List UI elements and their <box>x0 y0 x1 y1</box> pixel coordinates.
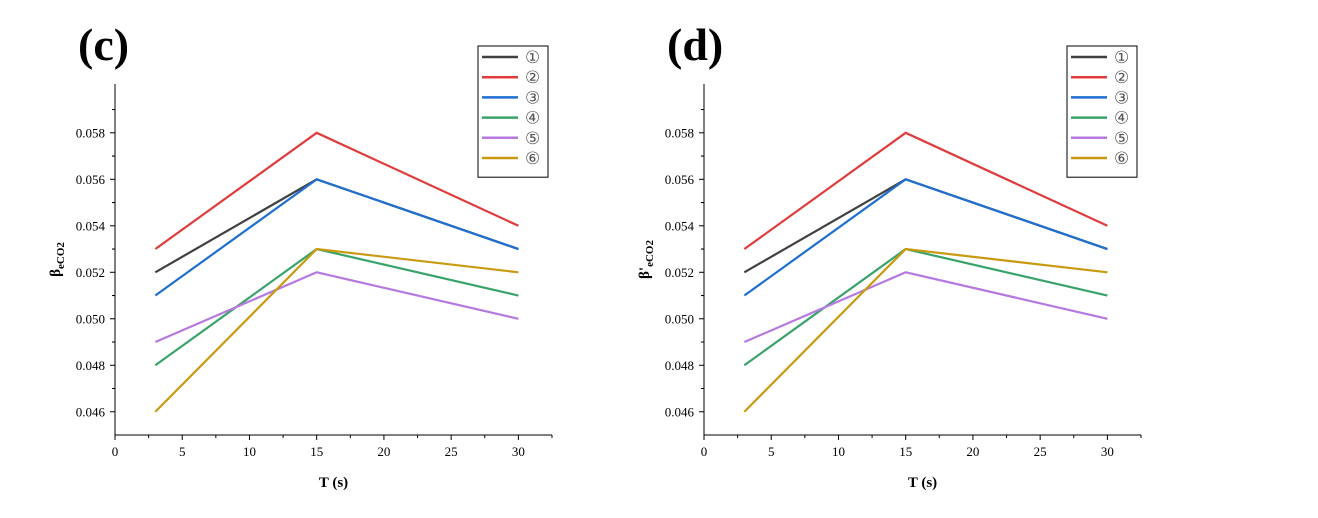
legend-label: ⑤ <box>1114 129 1129 148</box>
y-tick-label: 0.058 <box>665 125 694 140</box>
legend-label: ① <box>1114 48 1129 67</box>
legend-label: ② <box>525 68 540 87</box>
x-tick-label: 25 <box>445 444 458 459</box>
y-axis-title: βeCO2 <box>48 242 67 277</box>
chart-panel-1: (c) 0 5 10 15 20 25 30 0.046 0.048 0.050 0.052 0.054… <box>48 19 553 491</box>
legend-label: ⑥ <box>525 149 540 168</box>
x-tick-label: 10 <box>243 444 256 459</box>
series-line-5 <box>743 271 1108 344</box>
legend-label: ③ <box>1114 88 1129 107</box>
series-line-6 <box>154 247 519 413</box>
legend: ①②③ ④⑤⑥ <box>477 45 549 178</box>
panel-label: (d) <box>667 19 723 70</box>
legend-label: ⑤ <box>525 129 540 148</box>
y-axis-title-main: β <box>48 269 64 277</box>
legend: ①②③ ④⑤⑥ <box>1066 45 1138 178</box>
legend-label: ③ <box>525 88 540 107</box>
x-tick-label: 25 <box>1034 444 1047 459</box>
y-axis-title: β'eCO2 <box>637 240 656 279</box>
legend-box <box>477 45 549 178</box>
series-line-1 <box>743 178 1108 274</box>
legend-label: ② <box>1114 68 1129 87</box>
x-tick-label: 20 <box>966 444 979 459</box>
y-axis-title-subscript: eCO2 <box>644 240 656 267</box>
series-line-2 <box>154 131 519 250</box>
y-tick-label: 0.046 <box>665 404 695 419</box>
legend-label: ① <box>525 48 540 67</box>
y-tick-label: 0.054 <box>665 218 695 233</box>
legend-label: ⑥ <box>1114 149 1129 168</box>
y-tick-label: 0.048 <box>665 358 694 373</box>
x-tick-label: 20 <box>377 444 390 459</box>
y-tick-label: 0.052 <box>76 265 105 280</box>
x-tick-label: 15 <box>899 444 912 459</box>
x-tick-label: 30 <box>1101 444 1114 459</box>
y-tick-label: 0.054 <box>76 218 106 233</box>
y-tick-label: 0.046 <box>76 404 106 419</box>
x-tick-label: 15 <box>310 444 323 459</box>
y-tick-label: 0.056 <box>76 172 106 187</box>
x-tick-label: 0 <box>112 444 119 459</box>
y-axis-title-subscript: eCO2 <box>55 242 67 269</box>
series-line-1 <box>154 178 519 274</box>
x-tick-label: 30 <box>512 444 525 459</box>
series-line-2 <box>743 131 1108 250</box>
legend-label: ④ <box>525 109 540 128</box>
series-line-6 <box>743 247 1108 413</box>
series-line-3 <box>743 178 1108 297</box>
panel-label: (c) <box>78 19 129 70</box>
x-tick-label: 5 <box>768 444 775 459</box>
x-axis-title: T (s) <box>908 475 937 491</box>
y-tick-label: 0.048 <box>76 358 105 373</box>
y-tick-label: 0.056 <box>665 172 695 187</box>
x-tick-label: 0 <box>701 444 708 459</box>
series-line-3 <box>154 178 519 297</box>
y-tick-label: 0.050 <box>76 311 105 326</box>
y-tick-label: 0.052 <box>665 265 694 280</box>
y-axis-title-main: β' <box>637 267 653 279</box>
x-tick-label: 10 <box>832 444 845 459</box>
legend-label: ④ <box>1114 109 1129 128</box>
chart-panel-2: (d) 0 5 10 15 20 25 30 0.046 0.048 0.050 0.052 0.054… <box>637 19 1142 491</box>
x-axis-title: T (s) <box>319 475 348 491</box>
series-line-5 <box>154 271 519 344</box>
x-tick-label: 5 <box>179 444 186 459</box>
y-tick-label: 0.058 <box>76 125 105 140</box>
y-tick-label: 0.050 <box>665 311 694 326</box>
legend-box <box>1066 45 1138 178</box>
